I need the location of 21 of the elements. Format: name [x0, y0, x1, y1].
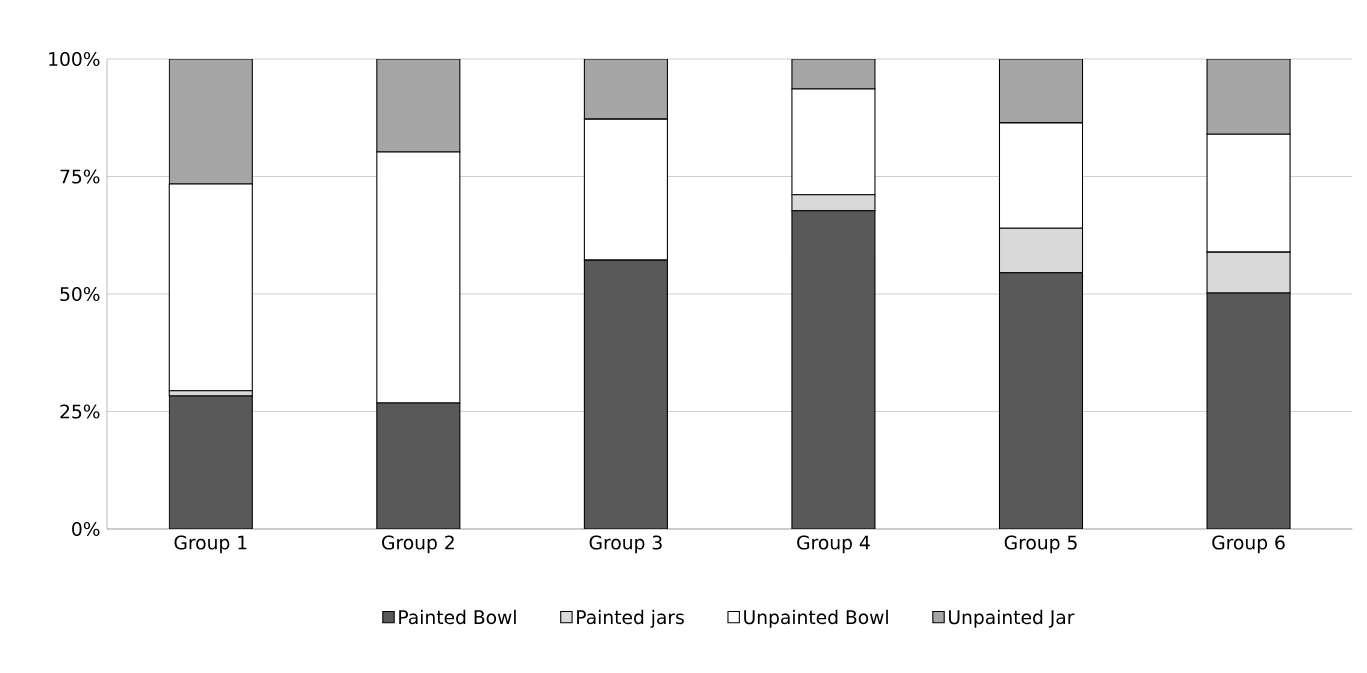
x-tick-label: Group 6	[1212, 535, 1285, 554]
y-tick-label: 100%	[49, 51, 100, 67]
bar	[791, 210, 876, 529]
legend-label: Unpainted Jar	[949, 609, 1075, 628]
y-tick-label: 50%	[60, 286, 100, 302]
legend-label: Painted jars	[577, 609, 684, 628]
legend-label: Painted Bowl	[399, 609, 516, 625]
y-tick-label: 25%	[60, 404, 100, 419]
bar	[376, 402, 461, 529]
bar	[1206, 292, 1291, 529]
bar	[583, 259, 668, 529]
y-tick-label: 0%	[72, 521, 100, 537]
bar	[168, 395, 253, 529]
bar	[998, 272, 1084, 529]
x-tick-label: Group 1	[174, 535, 247, 554]
x-tick-label: Group 2	[382, 535, 454, 554]
legend-label: Unpainted Bowl	[744, 609, 888, 628]
x-tick-label: Group 4	[797, 535, 870, 554]
x-tick-label: Group 5	[1004, 535, 1077, 554]
y-tick-label: 75%	[60, 169, 100, 184]
x-tick-label: Group 3	[589, 535, 662, 554]
